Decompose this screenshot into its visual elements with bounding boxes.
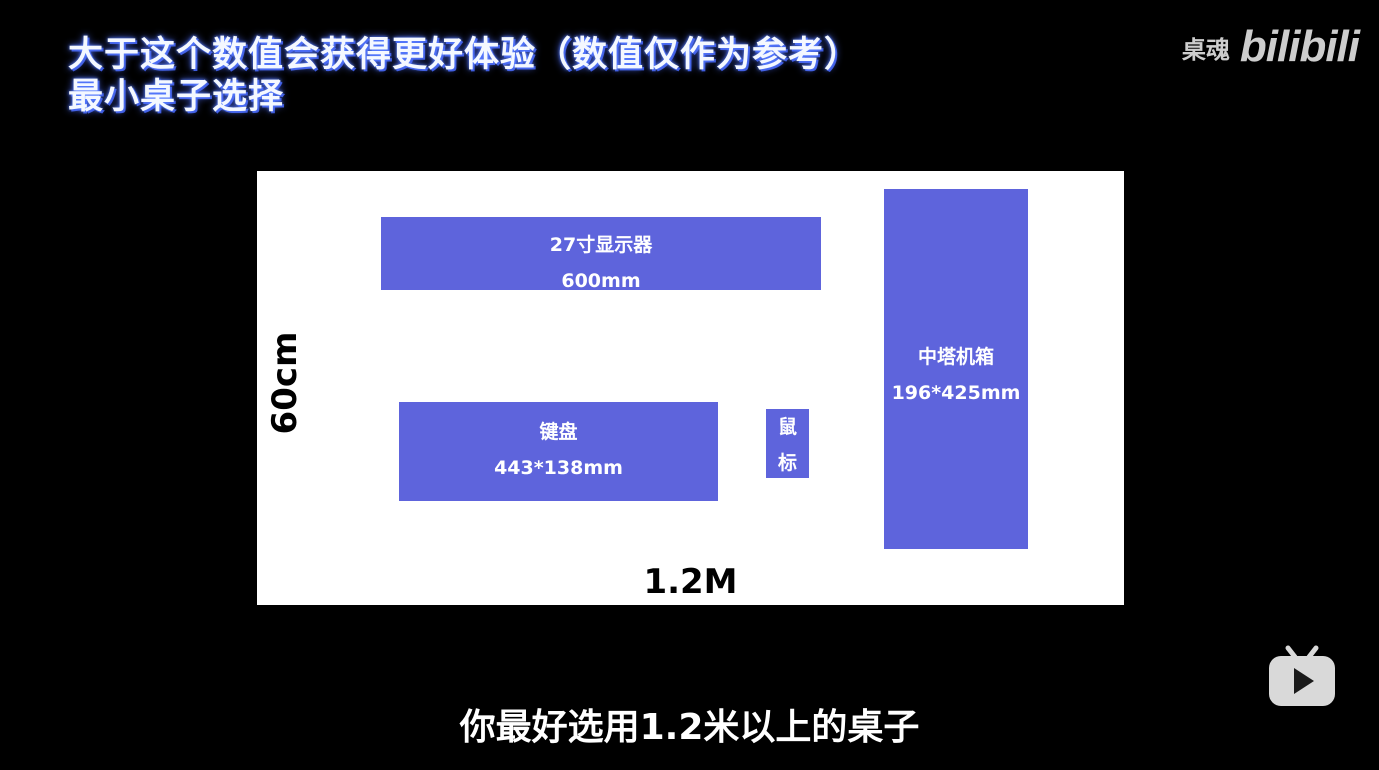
page-title: 大于这个数值会获得更好体验（数值仅作为参考） 最小桌子选择 bbox=[68, 34, 860, 118]
keyboard-name: 键盘 bbox=[539, 421, 578, 443]
desk-layout-diagram: 27寸显示器 600mm 键盘 443*138mm 鼠 标 中塔机箱 196*4… bbox=[257, 171, 1124, 605]
bilibili-logo: bilibili bbox=[1239, 22, 1360, 71]
mouse-block: 鼠 标 bbox=[766, 409, 809, 478]
monitor-block: 27寸显示器 600mm bbox=[381, 217, 821, 292]
title-line-1: 大于这个数值会获得更好体验（数值仅作为参考） bbox=[68, 35, 861, 75]
channel-name: 桌魂 bbox=[1181, 35, 1230, 64]
tower-case-block: 中塔机箱 196*425mm bbox=[884, 189, 1028, 549]
title-line-2: 最小桌子选择 bbox=[68, 77, 285, 117]
keyboard-block: 键盘 443*138mm bbox=[399, 402, 718, 501]
mouse-label-2: 标 bbox=[777, 452, 797, 474]
channel-watermark: 桌魂 bilibili bbox=[1181, 22, 1360, 72]
tower-name: 中塔机箱 bbox=[917, 346, 994, 368]
desk-width-label: 1.2M bbox=[643, 562, 738, 602]
tower-size: 196*425mm bbox=[891, 382, 1021, 404]
monitor-name: 27寸显示器 bbox=[549, 234, 653, 256]
mouse-label-1: 鼠 bbox=[777, 416, 797, 438]
keyboard-size: 443*138mm bbox=[494, 457, 623, 479]
bilibili-tv-icon[interactable] bbox=[1268, 645, 1336, 707]
monitor-size: 600mm bbox=[561, 270, 641, 292]
desk-depth-label: 60cm bbox=[265, 331, 305, 435]
video-subtitle: 你最好选用1.2米以上的桌子 bbox=[459, 707, 920, 748]
